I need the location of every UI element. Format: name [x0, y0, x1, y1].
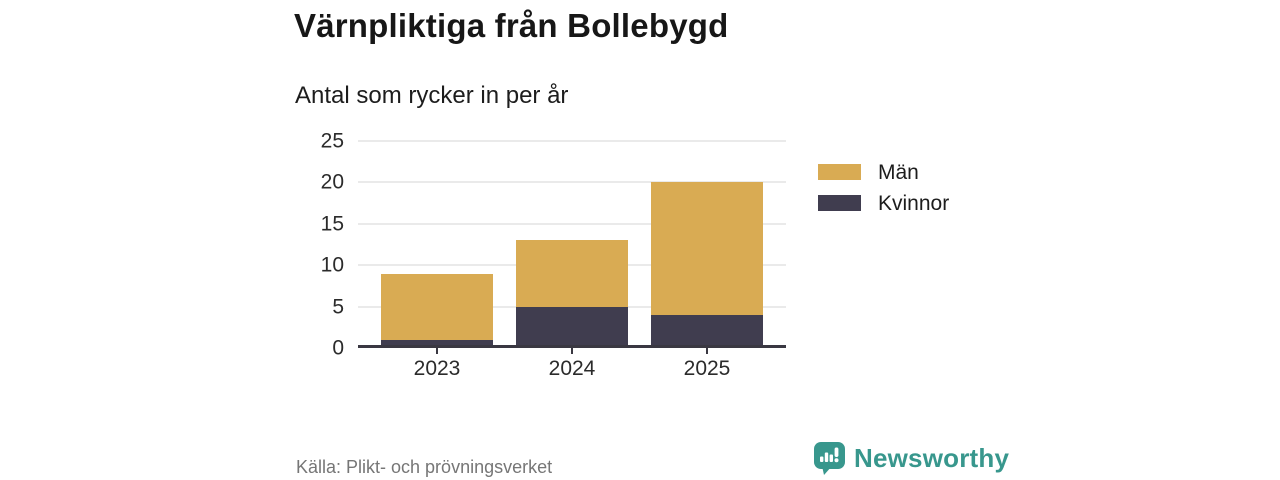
legend-item-kvinnor: Kvinnor	[818, 192, 949, 214]
y-tick-label: 25	[320, 129, 344, 153]
legend-swatch-män	[818, 164, 861, 180]
x-axis-line	[358, 345, 786, 348]
chart-title: Värnpliktiga från Bollebygd	[294, 7, 729, 44]
x-tick-label: 2023	[413, 357, 461, 380]
source-note: Källa: Plikt- och prövningsverket	[296, 457, 553, 477]
chart-subtitle: Antal som rycker in per år	[295, 82, 569, 109]
newsworthy-brand-name: Newsworthy	[854, 442, 1010, 473]
legend-item-män: Män	[818, 161, 949, 183]
legend-label: Män	[878, 160, 919, 184]
x-tick	[436, 348, 438, 354]
y-tick-label: 20	[320, 170, 344, 194]
y-tick-label: 15	[320, 212, 344, 236]
x-tick-label: 2024	[548, 357, 596, 380]
y-tick-label: 0	[332, 336, 344, 360]
x-tick	[706, 348, 708, 354]
legend: Män Kvinnor	[818, 161, 949, 223]
bar-segment-2023-män	[381, 273, 493, 340]
bar-segment-2024-kvinnor	[516, 306, 628, 348]
x-tick-label: 2025	[683, 357, 731, 380]
y-tick-label: 10	[320, 253, 344, 277]
gridline	[358, 181, 786, 184]
newsworthy-brand: Newsworthy	[813, 441, 1009, 475]
x-axis-labels: 2023 2024 2025	[358, 356, 786, 386]
bar-segment-2024-män	[516, 240, 628, 307]
bar-segment-2025-män	[651, 182, 763, 315]
y-axis-labels: 0 5 10 15 20 25	[270, 131, 344, 359]
legend-label: Kvinnor	[878, 191, 950, 215]
bar-segment-2023-kvinnor	[381, 339, 493, 348]
x-tick	[571, 348, 573, 354]
gridline	[358, 222, 786, 225]
gridline	[358, 140, 786, 142]
newsworthy-logo-icon	[814, 442, 845, 475]
bar-segment-2025-kvinnor	[651, 314, 763, 348]
plot-area	[358, 140, 786, 354]
y-tick-label: 5	[332, 295, 344, 319]
legend-swatch-kvinnor	[818, 195, 861, 211]
